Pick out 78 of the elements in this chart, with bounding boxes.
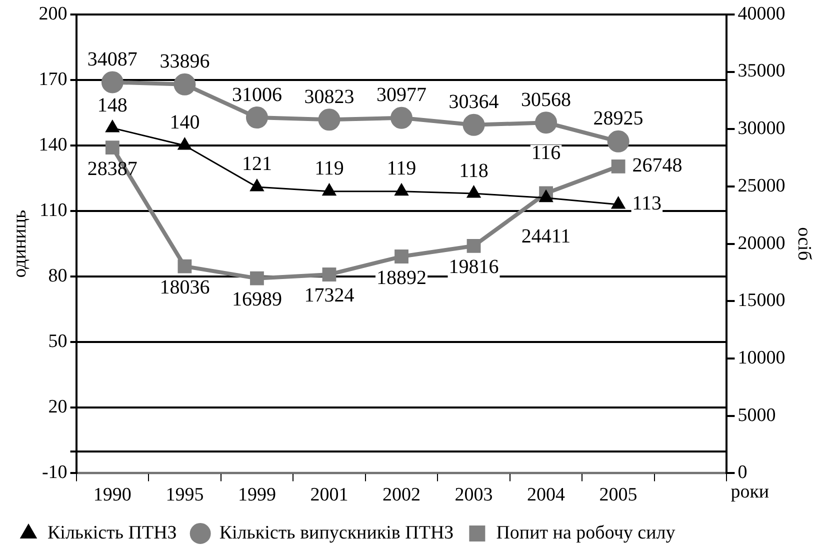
point [394,184,408,196]
y2-tick-label: 35000 [738,60,786,82]
point [178,138,192,150]
data-label: 17324 [304,284,354,307]
data-label: 18892 [376,266,426,289]
point [322,184,336,196]
point [535,112,558,134]
point [246,106,268,129]
data-label: 24411 [521,225,571,248]
data-label: 19816 [448,256,499,278]
point [322,268,336,282]
data-label: 28925 [593,108,644,130]
y-tick-label: 80 [48,266,68,287]
y2-tick-label: 15000 [738,290,786,312]
x-tick-label: 1995 [166,484,204,506]
legend-label: Попит на робочу силу [496,522,676,544]
y2-tick-label: 5000 [738,404,776,426]
y2-tick-label: 20000 [738,232,786,254]
data-label: 31006 [232,84,282,106]
data-label: 140 [170,112,200,134]
data-label: 119 [386,158,416,180]
x-tick-label: 2004 [527,484,566,506]
data-label: 18036 [160,276,210,299]
point [318,108,340,131]
legend-label: Кількість випускників ПТНЗ [219,522,454,544]
x-tick-label: 1999 [238,484,276,506]
point [466,186,481,198]
data-label: 121 [242,153,272,176]
point [462,114,485,136]
data-label: 16989 [232,288,282,311]
x-tick-label: 2005 [599,484,638,506]
data-label: 148 [97,94,128,116]
y-tick-label: 170 [38,68,68,90]
point [106,120,120,132]
point [250,179,264,192]
x-tick-label: 2002 [382,484,420,506]
data-label: 119 [314,158,344,180]
y2-tick-label: 30000 [738,118,786,140]
y2-axis-title: осіб [794,227,815,260]
y2-tick-label: 40000 [738,3,786,24]
data-label: 116 [531,142,561,164]
point [539,190,553,202]
data-label: 30364 [448,91,499,114]
point [101,71,124,94]
data-label: 28387 [87,158,138,180]
point [611,196,626,209]
y2-tick-label: 25000 [738,175,786,196]
y-tick-label: -10 [42,462,68,484]
point [174,73,196,96]
data-label: 30568 [521,88,572,111]
point [394,250,408,264]
point [466,238,481,253]
data-label: 33896 [160,50,210,73]
y-tick-label: 110 [40,200,68,222]
x-tick-label: 2003 [454,484,493,506]
x-tick-label: 2001 [310,484,348,506]
y2-tick-label: 10000 [738,347,786,368]
point [178,259,192,274]
y2-tick-label: 0 [738,462,748,484]
point [105,140,120,155]
y-tick-label: 200 [38,3,68,24]
data-label: 30823 [304,86,354,108]
y-axis-title: одиниць [9,209,30,278]
data-label: 26748 [632,154,682,177]
point [250,271,264,286]
data-label: 34087 [87,48,138,70]
y-tick-label: 50 [48,331,68,352]
point [390,106,412,129]
x-tick-label: 1990 [93,484,132,506]
data-label: 118 [459,160,488,182]
y-tick-label: 140 [38,134,68,156]
legend-label: Кількість ПТНЗ [48,522,177,544]
data-label: 30977 [376,84,426,106]
y-tick-label: 20 [48,396,68,418]
x-axis-title: роки [730,482,770,503]
data-label: 113 [632,192,662,215]
point [607,130,630,152]
point [611,159,626,174]
